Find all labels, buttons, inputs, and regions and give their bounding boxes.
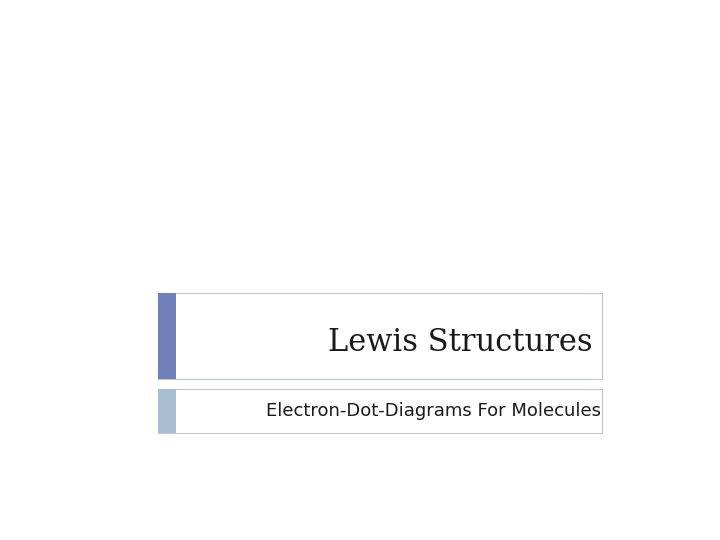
Text: Electron-Dot-Diagrams For Molecules: Electron-Dot-Diagrams For Molecules <box>266 402 601 420</box>
FancyBboxPatch shape <box>158 389 176 433</box>
FancyBboxPatch shape <box>158 389 602 433</box>
Text: Lewis Structures: Lewis Structures <box>328 327 593 359</box>
FancyBboxPatch shape <box>158 294 176 379</box>
FancyBboxPatch shape <box>158 294 602 379</box>
